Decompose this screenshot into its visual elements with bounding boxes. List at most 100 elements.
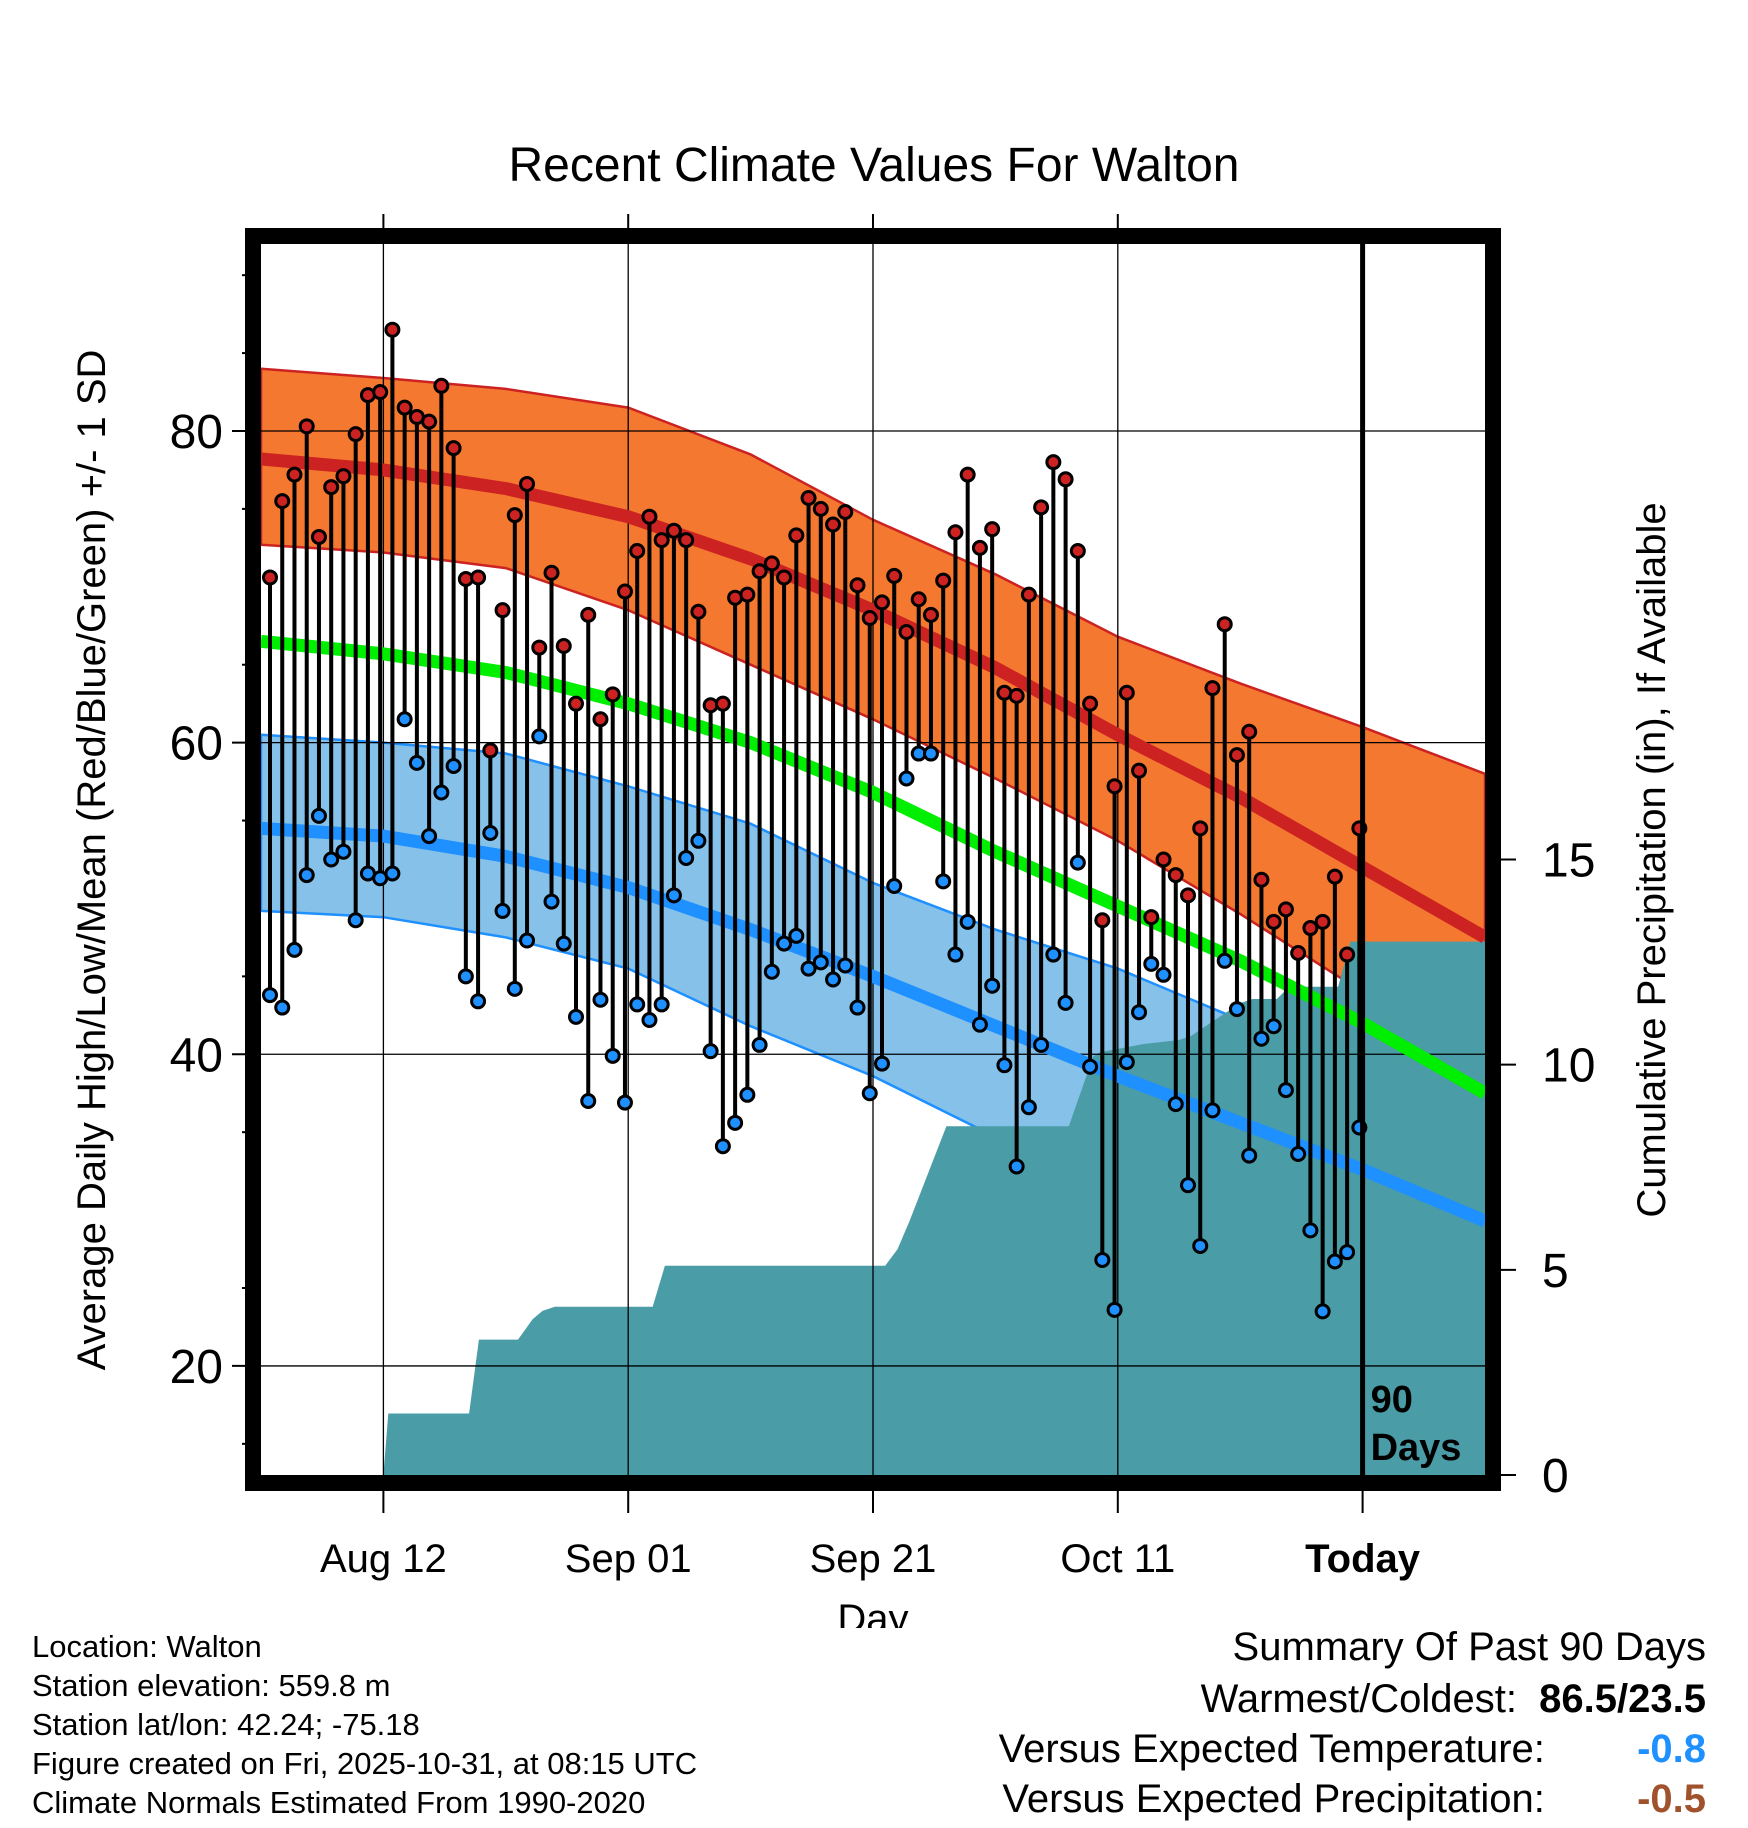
y-tick-label-80: 80 bbox=[170, 406, 223, 459]
x-tick-label-90: Today bbox=[1305, 1537, 1421, 1581]
obs-low-point-21 bbox=[519, 932, 536, 949]
obs-high-point-53 bbox=[910, 591, 927, 608]
obs-high-point-88 bbox=[1339, 946, 1356, 963]
obs-low-point-4 bbox=[310, 807, 327, 824]
obs-high-point-61 bbox=[1008, 687, 1025, 704]
obs-high-point-65 bbox=[1057, 471, 1074, 488]
warm-cold-value: 86.5/23.5 bbox=[1539, 1677, 1706, 1721]
obs-high-point-55 bbox=[935, 572, 952, 589]
station-location: Location: Walton bbox=[32, 1629, 262, 1664]
obs-low-point-1 bbox=[274, 999, 291, 1016]
obs-low-point-41 bbox=[763, 963, 780, 980]
obs-high-point-2 bbox=[286, 466, 303, 483]
obs-low-point-54 bbox=[922, 745, 939, 762]
obs-low-point-27 bbox=[592, 991, 609, 1008]
obs-low-point-67 bbox=[1082, 1058, 1099, 1075]
obs-high-point-59 bbox=[984, 521, 1001, 538]
obs-high-point-68 bbox=[1094, 912, 1111, 929]
climate-normals-note: Climate Normals Estimated From 1990-2020 bbox=[32, 1785, 646, 1820]
y2-tick-label-5: 5 bbox=[1542, 1245, 1569, 1298]
obs-low-point-14 bbox=[433, 784, 450, 801]
obs-low-point-81 bbox=[1253, 1030, 1270, 1047]
obs-high-point-30 bbox=[629, 542, 646, 559]
obs-low-point-63 bbox=[1033, 1036, 1050, 1053]
warm-cold-label: Warmest/Coldest: bbox=[1200, 1677, 1517, 1721]
obs-low-point-78 bbox=[1216, 952, 1233, 969]
obs-high-point-43 bbox=[788, 527, 805, 544]
obs-high-point-20 bbox=[506, 507, 523, 524]
obs-low-point-35 bbox=[690, 832, 707, 849]
obs-low-point-32 bbox=[653, 996, 670, 1013]
prcp-label: Versus Expected Precipitation: bbox=[1002, 1777, 1545, 1821]
obs-high-point-70 bbox=[1118, 684, 1135, 701]
obs-low-point-65 bbox=[1057, 994, 1074, 1011]
obs-low-point-48 bbox=[849, 999, 866, 1016]
obs-low-point-38 bbox=[727, 1114, 744, 1131]
obs-high-point-7 bbox=[347, 426, 364, 443]
obs-high-point-39 bbox=[739, 586, 756, 603]
station-info: Location: Walton Station elevation: 559.… bbox=[32, 1627, 697, 1822]
obs-high-point-24 bbox=[555, 638, 572, 655]
obs-low-point-34 bbox=[678, 849, 695, 866]
obs-high-point-11 bbox=[396, 399, 413, 416]
summary-prcp: Versus Expected Precipitation: -0.5 bbox=[999, 1774, 1706, 1824]
obs-low-point-0 bbox=[262, 987, 278, 1004]
obs-low-point-62 bbox=[1020, 1099, 1037, 1116]
summary-warm-cold: Warmest/Coldest: 86.5/23.5 bbox=[999, 1674, 1706, 1724]
obs-low-point-45 bbox=[812, 954, 829, 971]
obs-high-point-33 bbox=[665, 522, 682, 539]
y2-tick-label-10: 10 bbox=[1542, 1040, 1595, 1093]
obs-low-point-30 bbox=[629, 996, 646, 1013]
obs-high-point-51 bbox=[886, 567, 903, 584]
today-days-number: 90 bbox=[1371, 1379, 1413, 1421]
obs-high-point-0 bbox=[262, 569, 278, 586]
obs-low-point-56 bbox=[947, 946, 964, 963]
obs-high-point-23 bbox=[543, 564, 560, 581]
obs-low-point-66 bbox=[1069, 854, 1086, 871]
obs-high-point-34 bbox=[678, 532, 695, 549]
obs-low-point-31 bbox=[641, 1011, 658, 1028]
obs-low-point-15 bbox=[445, 758, 462, 775]
obs-high-point-5 bbox=[323, 479, 340, 496]
y-axis-title: Average Daily High/Low/Mean (Red/Blue/Gr… bbox=[70, 350, 114, 1371]
obs-high-point-40 bbox=[751, 563, 768, 580]
obs-low-point-68 bbox=[1094, 1251, 1111, 1268]
obs-low-point-77 bbox=[1204, 1102, 1221, 1119]
high-sd-band bbox=[261, 367, 1485, 1080]
obs-low-point-3 bbox=[298, 867, 315, 884]
obs-low-point-20 bbox=[506, 980, 523, 997]
obs-high-point-47 bbox=[837, 504, 854, 521]
obs-high-point-18 bbox=[482, 742, 499, 759]
obs-low-point-76 bbox=[1192, 1237, 1209, 1254]
obs-low-point-47 bbox=[837, 957, 854, 974]
x-axis-title: Day bbox=[837, 1597, 908, 1628]
obs-high-point-32 bbox=[653, 532, 670, 549]
obs-low-point-16 bbox=[457, 968, 474, 985]
obs-low-point-79 bbox=[1228, 1001, 1245, 1018]
obs-high-point-29 bbox=[616, 583, 633, 600]
obs-high-point-35 bbox=[690, 603, 707, 620]
obs-high-point-22 bbox=[531, 639, 548, 656]
obs-high-point-77 bbox=[1204, 680, 1221, 697]
obs-low-point-82 bbox=[1265, 1018, 1282, 1035]
obs-low-point-42 bbox=[776, 935, 793, 952]
obs-high-point-66 bbox=[1069, 542, 1086, 559]
obs-low-point-52 bbox=[898, 770, 915, 787]
temp-value: -0.8 bbox=[1637, 1727, 1706, 1771]
obs-high-point-87 bbox=[1326, 868, 1343, 885]
y2-axis-title: Cumulative Precipitation (in), If Availa… bbox=[1630, 502, 1674, 1217]
obs-low-point-69 bbox=[1106, 1301, 1123, 1318]
high-normal-line bbox=[261, 452, 1485, 944]
obs-low-point-5 bbox=[323, 851, 340, 868]
obs-low-point-80 bbox=[1241, 1147, 1258, 1164]
obs-high-point-72 bbox=[1143, 909, 1160, 926]
obs-high-point-45 bbox=[812, 500, 829, 517]
figure-created: Figure created on Fri, 2025-10-31, at 08… bbox=[32, 1746, 698, 1781]
x-tick-label-70: Oct 11 bbox=[1060, 1537, 1175, 1581]
obs-low-point-6 bbox=[335, 843, 352, 860]
obs-low-point-11 bbox=[396, 711, 413, 728]
prcp-value: -0.5 bbox=[1637, 1777, 1706, 1821]
obs-high-point-63 bbox=[1033, 499, 1050, 516]
obs-low-point-33 bbox=[665, 887, 682, 904]
obs-low-point-87 bbox=[1326, 1253, 1343, 1270]
